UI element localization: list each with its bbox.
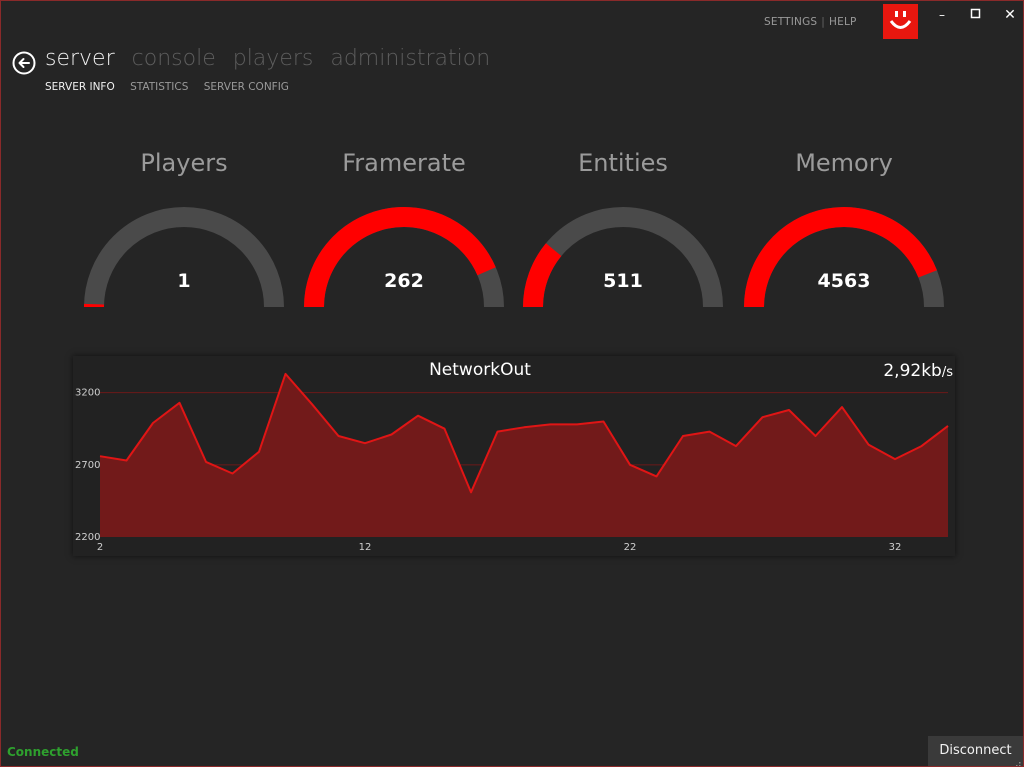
gauge-arc	[744, 207, 944, 308]
subtab-statistics[interactable]: STATISTICS	[130, 81, 189, 93]
gauge-title: Players	[140, 149, 228, 177]
top-menu: SETTINGS | HELP	[764, 16, 857, 28]
close-icon[interactable]: ✕	[1004, 7, 1016, 23]
subtab-server-info[interactable]: SERVER INFO	[45, 81, 115, 93]
gauge-arc	[304, 207, 504, 308]
x-tick-label: 12	[359, 542, 372, 553]
gauge-fill	[304, 207, 496, 308]
gauge-track	[84, 207, 284, 308]
sub-nav: SERVER INFO STATISTICS SERVER CONFIG	[45, 81, 301, 93]
gauge-value: 1	[177, 270, 191, 292]
gauge-value: 511	[603, 270, 643, 292]
chart-plot: 2200 2700 3200 2 12 22 32	[75, 372, 949, 553]
network-out-chart: NetworkOut 2,92kb/s 2200 2700 3200 2 12 22 32	[73, 356, 955, 556]
gauge-value: 4563	[817, 270, 871, 292]
gauge-memory: Memory 4563	[734, 149, 954, 314]
gauge-entities: Entities 511	[513, 149, 733, 314]
back-arrow-icon[interactable]	[12, 51, 36, 75]
x-tick-label: 22	[624, 542, 637, 553]
menu-separator: |	[821, 16, 826, 28]
subtab-server-config[interactable]: SERVER CONFIG	[203, 81, 289, 93]
gauge-arc	[84, 207, 284, 308]
chart-title: NetworkOut	[429, 360, 531, 380]
gauge-players: Players 1	[74, 149, 294, 314]
disconnect-button[interactable]: Disconnect	[928, 736, 1023, 766]
current-rate-unit: kb	[921, 361, 942, 381]
y-tick-label: 3200	[75, 388, 100, 399]
smiley-logo-icon	[883, 4, 918, 39]
gauge-title: Framerate	[342, 149, 466, 177]
gauge-track	[523, 207, 723, 308]
y-tick-label: 2700	[75, 460, 100, 471]
current-rate-value: 2,92	[883, 361, 922, 381]
resize-grip-icon[interactable]	[1012, 756, 1022, 766]
current-rate: 2,92kb/s	[883, 361, 953, 381]
connection-status: Connected	[7, 745, 79, 759]
minimize-icon[interactable]: –	[939, 8, 945, 22]
gauge-value: 262	[384, 270, 424, 292]
current-rate-unit-suffix: /s	[941, 365, 953, 380]
gauge-title: Memory	[795, 149, 893, 177]
y-tick-label: 2200	[75, 532, 100, 543]
gauge-fill	[523, 243, 562, 308]
gauge-fill	[744, 207, 937, 308]
x-tick-label: 32	[889, 542, 902, 553]
tab-console[interactable]: console	[131, 46, 216, 71]
tab-server[interactable]: server	[45, 46, 115, 71]
maximize-icon[interactable]	[966, 8, 986, 23]
tab-players[interactable]: players	[232, 46, 314, 71]
tab-administration[interactable]: administration	[330, 46, 491, 71]
gauge-arc	[523, 207, 723, 308]
settings-link[interactable]: SETTINGS	[764, 16, 818, 28]
help-link[interactable]: HELP	[829, 16, 857, 28]
main-nav: server console players administration	[45, 46, 500, 71]
x-tick-label: 2	[97, 542, 103, 553]
series-area	[100, 373, 948, 537]
gauge-framerate: Framerate 262	[294, 149, 514, 314]
series-line	[99, 372, 949, 494]
gauge-title: Entities	[578, 149, 668, 177]
